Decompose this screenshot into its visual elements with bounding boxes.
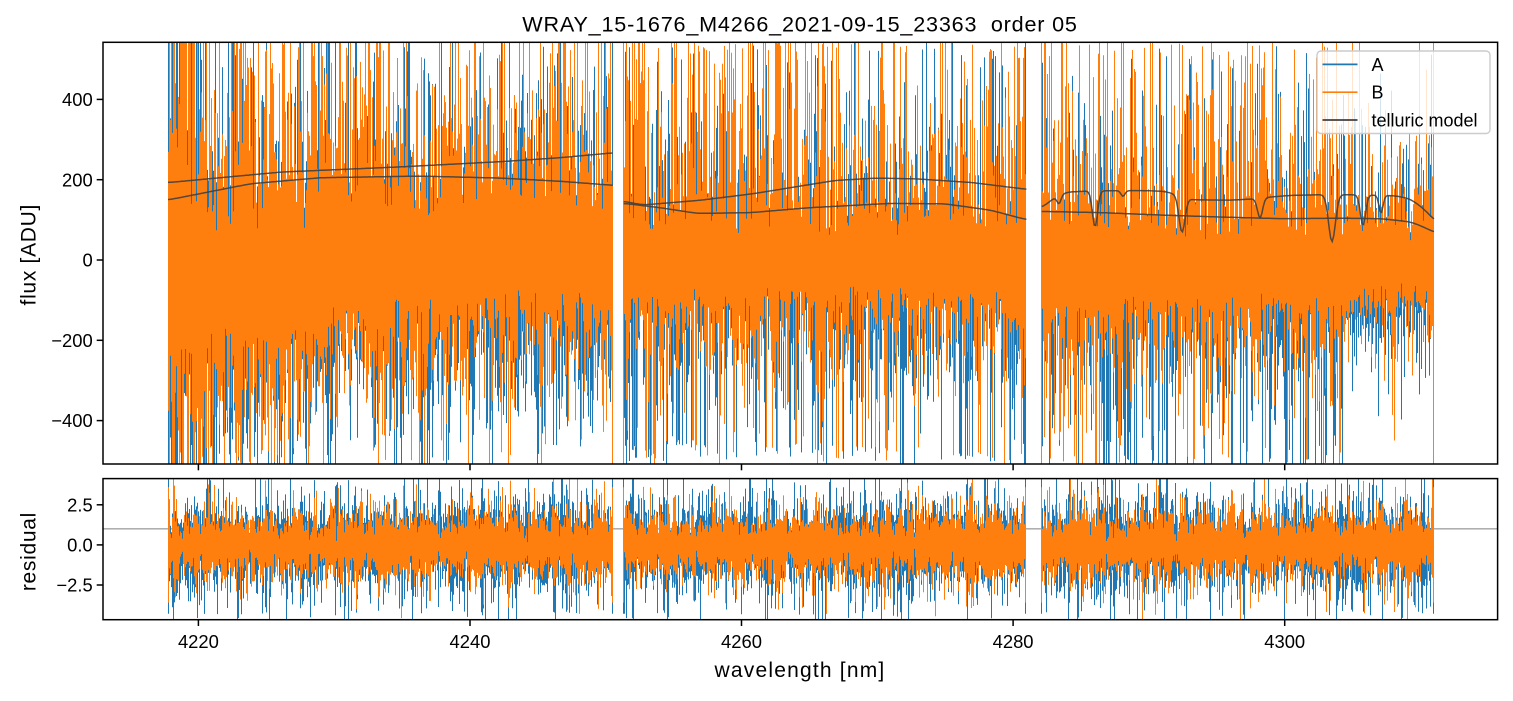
- svg-text:A: A: [1372, 55, 1384, 75]
- svg-text:4300: 4300: [1264, 631, 1305, 652]
- svg-text:−400: −400: [51, 410, 92, 431]
- svg-text:−2.5: −2.5: [56, 575, 92, 596]
- svg-text:0.0: 0.0: [67, 535, 93, 556]
- svg-text:4260: 4260: [721, 631, 762, 652]
- svg-text:flux [ADU]: flux [ADU]: [18, 204, 41, 306]
- svg-text:B: B: [1372, 83, 1384, 103]
- svg-text:wavelength [nm]: wavelength [nm]: [714, 659, 886, 682]
- svg-text:400: 400: [62, 89, 93, 110]
- svg-text:−200: −200: [51, 330, 92, 351]
- svg-text:WRAY_15-1676_M4266_2021-09-15_: WRAY_15-1676_M4266_2021-09-15_23363 orde…: [522, 12, 1077, 37]
- svg-text:2.5: 2.5: [67, 494, 93, 515]
- svg-text:200: 200: [62, 169, 93, 190]
- svg-text:residual: residual: [18, 512, 41, 591]
- svg-text:4280: 4280: [993, 631, 1034, 652]
- svg-text:telluric model: telluric model: [1372, 111, 1478, 131]
- svg-text:4240: 4240: [450, 631, 491, 652]
- svg-text:4220: 4220: [178, 631, 219, 652]
- svg-text:0: 0: [82, 250, 92, 271]
